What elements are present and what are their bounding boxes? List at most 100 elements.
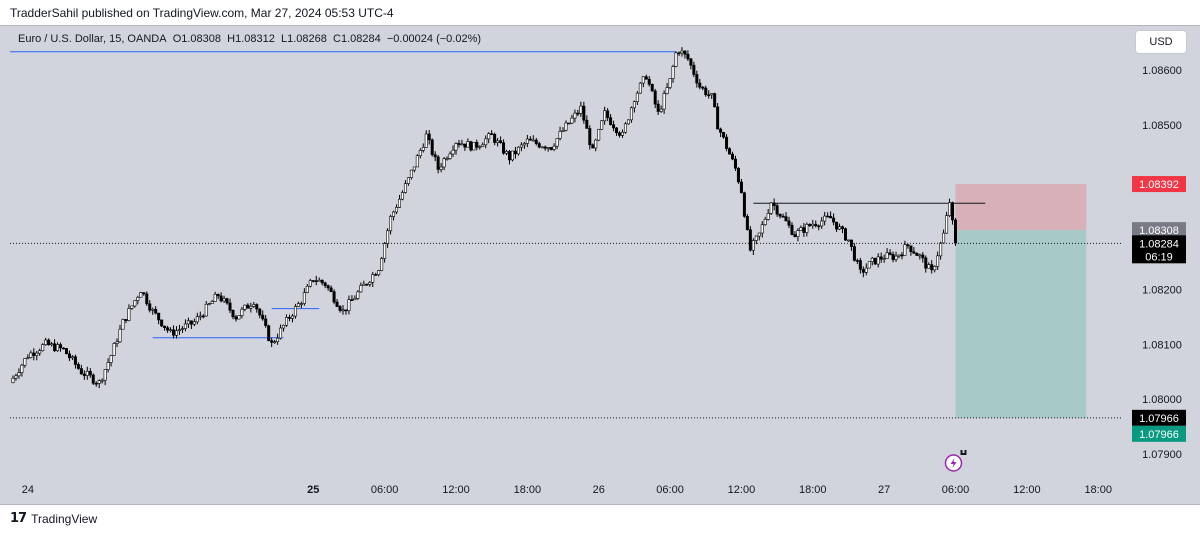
candle-down [287,317,291,319]
candle-up [594,139,598,149]
candle-down [157,312,161,321]
candle-up [448,153,452,159]
candle-up [186,320,190,325]
candle-up [341,309,345,312]
candle-down [745,216,749,231]
candle-up [442,158,446,168]
candle-up [383,243,387,259]
candle-up [282,324,286,329]
candle-down [778,213,782,217]
y-tick-label: 1.08000 [1142,394,1182,406]
candle-up [192,321,196,325]
candle-down [47,339,51,346]
candle-up [222,298,226,302]
candle-down [163,325,167,329]
candle-up [516,146,520,155]
candle-up [243,304,247,310]
target-price-tag[interactable] [1132,409,1186,426]
y-tick-label: 1.07900 [1142,449,1182,461]
candle-down [650,83,654,92]
candle-down [166,327,170,331]
candle-down [225,298,229,304]
x-tick-label: 18:00 [1084,484,1112,496]
candle-down [888,252,892,255]
candle-down [784,216,788,222]
candle-down [707,94,711,97]
candle-down [323,282,327,286]
candle-down [606,110,610,119]
candle-down [790,224,794,235]
candle-down [513,150,517,155]
candle-down [692,64,696,75]
publish-info: TradderSahil published on TradingView.co… [10,6,394,20]
candle-up [115,341,119,344]
candle-down [891,254,895,260]
candle-down [32,352,36,356]
candle-up [406,177,410,184]
candle-up [305,285,309,293]
candle-down [924,257,928,269]
candle-up [540,146,544,149]
candle-up [496,140,500,143]
candle-down [53,343,57,352]
candle-down [615,127,619,134]
candle-up [377,270,381,276]
candle-up [299,303,303,305]
candle-down [843,228,847,241]
candle-up [600,120,604,130]
candle-down [148,303,152,311]
candle-up [273,341,277,343]
candle-up [317,279,321,282]
candle-up [487,133,491,140]
candle-up [371,274,375,283]
candle-down [716,106,720,130]
entry-price-tag[interactable] [1132,222,1186,239]
candle-down [502,142,506,154]
target-price-tag-2[interactable] [1132,425,1186,442]
candle-up [823,215,827,222]
candle-down [427,133,431,141]
candle-up [561,129,565,132]
candle-up [400,192,404,200]
last-price-tag[interactable] [1132,235,1186,264]
candle-up [249,306,253,309]
symbol-title[interactable]: Euro / U.S. Dollar, 15, OANDA [18,33,167,45]
candle-down [231,309,235,318]
candle-up [769,202,773,214]
candle-down [591,144,595,149]
candle-down [609,117,613,125]
candle-up [638,82,642,94]
last-price-tag-text: 1.08284 [1139,238,1179,250]
candle-up [29,352,33,358]
candle-down [719,128,723,133]
candle-down [781,215,785,218]
candle-up [525,138,529,144]
candle-down [320,279,324,284]
x-tick-label: 24 [22,484,34,496]
candle-down [258,308,262,316]
change-value: −0.00024 (−0.02%) [386,33,482,45]
brand-name: TradingView [31,511,98,526]
candle-up [472,142,476,151]
y-tick-label: 1.08100 [1142,339,1182,351]
candle-up [412,166,416,171]
tradingview-logo-icon[interactable]: 17 [10,511,27,526]
candle-up [570,117,574,124]
candle-up [597,129,601,141]
stop-price-tag[interactable] [1132,176,1186,193]
candle-down [62,347,66,350]
stop-loss-zone[interactable] [955,184,1087,231]
candle-up [169,329,173,332]
candle-up [760,224,764,234]
candle-up [139,292,143,298]
currency-button[interactable]: USD [1135,30,1187,54]
x-tick-label: 06:00 [942,484,970,496]
high-value: 1.08312 [235,33,275,45]
candle-up [213,293,217,302]
take-profit-zone[interactable] [955,230,1087,418]
candle-down [817,225,821,228]
candle-up [573,112,577,119]
x-tick-label: 27 [878,484,890,496]
candle-up [939,242,943,257]
